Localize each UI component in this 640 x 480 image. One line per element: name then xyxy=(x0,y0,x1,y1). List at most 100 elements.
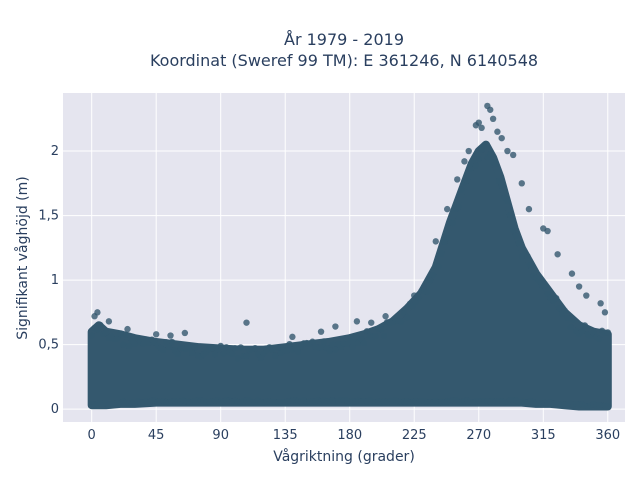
data-point xyxy=(495,177,503,185)
data-point xyxy=(487,150,494,158)
data-point-outlier xyxy=(525,205,533,213)
data-point xyxy=(604,402,611,410)
data-point xyxy=(102,329,110,336)
data-point-outlier xyxy=(575,283,583,290)
data-point xyxy=(378,325,385,333)
data-point xyxy=(578,328,586,335)
data-point-outlier xyxy=(152,331,160,338)
data-point xyxy=(117,330,124,338)
data-point-outlier xyxy=(167,332,174,339)
data-point xyxy=(552,294,560,302)
data-point xyxy=(515,239,523,247)
data-point xyxy=(472,162,480,169)
data-point xyxy=(191,344,199,351)
data-point xyxy=(449,219,457,227)
data-point xyxy=(88,332,95,339)
data-point xyxy=(504,198,511,205)
data-point-outlier xyxy=(478,124,485,132)
data-point-outlier xyxy=(289,333,296,341)
data-point-outlier xyxy=(105,318,113,325)
data-point xyxy=(595,335,603,343)
data-point xyxy=(131,341,138,348)
data-point xyxy=(217,342,224,350)
data-point-outlier xyxy=(411,292,418,299)
data-point-outlier xyxy=(243,319,250,326)
y-tick-label: 1,5 xyxy=(38,209,59,224)
data-point xyxy=(243,352,250,359)
data-point-outlier xyxy=(489,115,497,123)
data-point-outlier xyxy=(487,106,494,113)
data-point xyxy=(555,304,563,312)
data-point xyxy=(423,288,431,295)
data-point xyxy=(208,344,216,352)
data-point-outlier xyxy=(181,329,189,337)
data-point-outlier xyxy=(332,323,339,330)
data-point-outlier xyxy=(518,180,525,187)
data-point-outlier xyxy=(509,151,517,159)
data-point-outlier xyxy=(494,128,501,135)
data-point xyxy=(564,314,571,322)
data-point-outlier xyxy=(597,300,604,307)
data-point xyxy=(220,350,227,357)
y-tick-label: 0 xyxy=(51,402,59,417)
data-point-outlier xyxy=(353,318,361,325)
data-point xyxy=(527,262,534,269)
data-point xyxy=(561,307,568,315)
x-tick-label: 315 xyxy=(531,428,556,443)
data-point xyxy=(346,338,353,345)
x-tick-label: 0 xyxy=(88,428,96,443)
data-point xyxy=(120,341,127,348)
data-point-outlier xyxy=(568,270,576,277)
data-point xyxy=(223,344,230,351)
data-point-outlier xyxy=(465,147,472,155)
data-point xyxy=(398,318,405,325)
y-tick-labels: 0 0,5 1 1,5 2 xyxy=(38,144,59,417)
data-point xyxy=(231,345,239,352)
data-point xyxy=(481,141,488,149)
x-tick-label: 135 xyxy=(273,428,298,443)
data-points xyxy=(87,102,612,411)
x-tick-label: 90 xyxy=(212,428,229,443)
data-point xyxy=(286,340,293,348)
data-point xyxy=(426,276,434,284)
data-point xyxy=(97,321,104,329)
data-point xyxy=(185,343,193,350)
data-point-outlier xyxy=(124,325,131,333)
data-point xyxy=(507,212,514,219)
data-point-outlier xyxy=(461,158,468,165)
x-tick-label: 225 xyxy=(402,428,427,443)
data-point-outlier xyxy=(544,227,551,235)
data-point xyxy=(444,234,451,242)
data-point-outlier xyxy=(432,238,439,245)
y-axis-title: Signifikant våghöjd (m) xyxy=(14,176,31,339)
data-point xyxy=(380,332,388,340)
data-point xyxy=(581,322,589,329)
x-tick-label: 180 xyxy=(337,428,362,443)
data-point-outlier xyxy=(554,251,561,258)
data-point-outlier xyxy=(317,328,325,335)
data-point xyxy=(349,344,356,351)
data-point xyxy=(372,333,379,340)
chart-title-line2: Koordinat (Sweref 99 TM): E 361246, N 61… xyxy=(150,51,538,70)
data-point xyxy=(403,314,411,321)
data-point xyxy=(466,165,474,173)
data-point xyxy=(294,349,302,356)
data-point xyxy=(329,341,336,348)
y-tick-label: 2 xyxy=(51,144,59,159)
data-point-outlier xyxy=(601,309,609,316)
data-point xyxy=(475,155,482,162)
data-point xyxy=(429,271,437,278)
chart-title-line1: År 1979 - 2019 xyxy=(284,30,404,49)
data-point-outlier xyxy=(454,176,461,183)
data-point xyxy=(122,331,130,338)
y-tick-label: 1 xyxy=(51,273,59,288)
data-point xyxy=(458,186,465,193)
data-point xyxy=(174,351,181,358)
data-point xyxy=(237,344,244,351)
x-tick-labels: 0 45 90 135 180 225 270 315 360 xyxy=(88,428,621,443)
data-point xyxy=(570,316,577,323)
data-point xyxy=(435,263,442,270)
data-point xyxy=(269,345,276,353)
data-point xyxy=(498,183,505,190)
